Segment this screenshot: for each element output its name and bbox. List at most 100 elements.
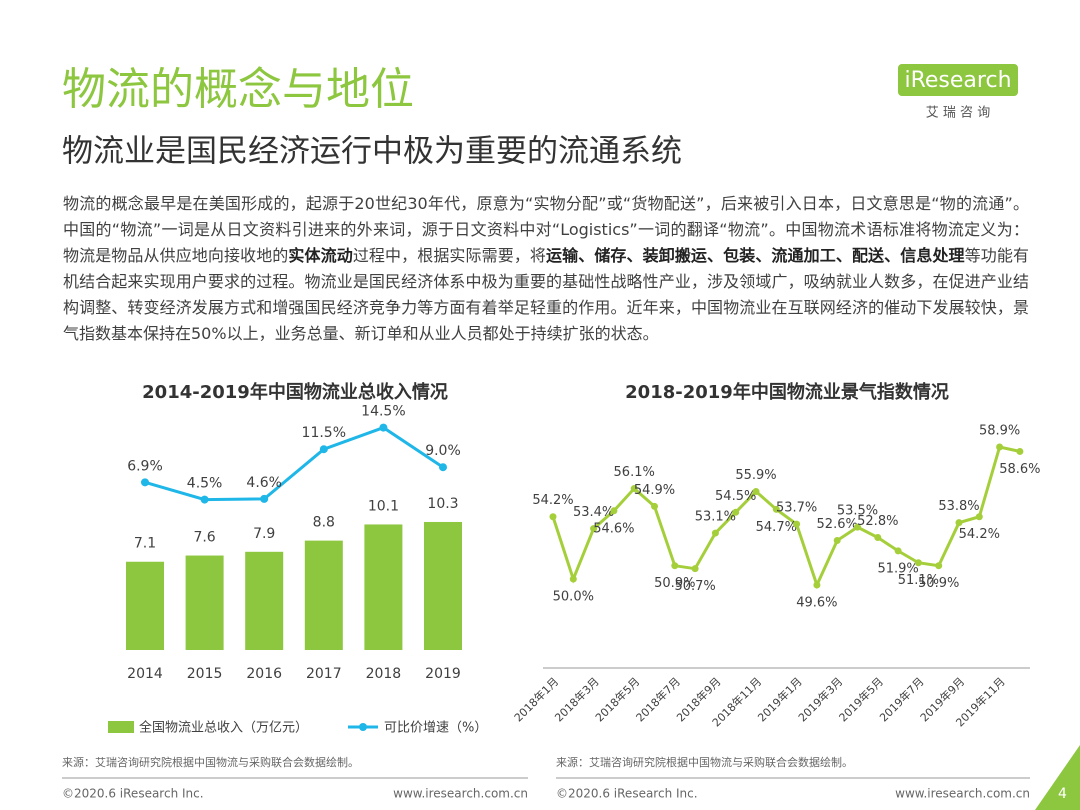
line-point — [955, 519, 963, 527]
text-run: 等功能有机结合起来实现用户要求的过程。物流业是国民经济体系中极为重要的基础性战略… — [63, 246, 1029, 343]
data-label: 50.9% — [918, 576, 959, 591]
line-point — [793, 520, 801, 528]
slide-title: 物流的概念与地位 — [62, 64, 414, 115]
body-text: 物流的概念最早是在美国形成的，起源于20世纪30年代，原意为“实物分配”或“货物… — [63, 191, 1029, 347]
line-point — [141, 478, 149, 487]
data-label: 54.9% — [634, 483, 675, 498]
x-tick-label: 2017 — [306, 666, 342, 682]
x-tick-label: 2015 — [187, 666, 223, 682]
text-run: 实体流动 — [288, 246, 353, 265]
line-point — [1016, 447, 1024, 455]
data-label: 7.6 — [193, 530, 215, 546]
data-label: 4.5% — [187, 476, 223, 492]
chart-title: 2018-2019年中国物流业景气指数情况 — [625, 381, 949, 403]
line-point — [711, 529, 719, 537]
logo-tagline: 艾 瑞 咨 询 — [926, 106, 990, 121]
data-label: 49.6% — [796, 596, 837, 611]
data-label: 11.5% — [302, 425, 346, 441]
data-label: 51.9% — [877, 561, 918, 576]
data-label: 53.7% — [776, 501, 817, 516]
logo-name: iResearch — [904, 68, 1011, 93]
bar — [364, 524, 403, 650]
data-label: 50.9% — [654, 576, 695, 591]
page-number: 4 — [1058, 786, 1067, 802]
bar — [185, 555, 224, 650]
line-point — [833, 536, 841, 544]
line-point — [914, 559, 922, 567]
data-label: 54.7% — [756, 520, 797, 535]
legend-label: 可比价增速（%） — [384, 721, 487, 736]
line-point — [772, 505, 780, 513]
line-point — [651, 502, 658, 510]
data-label: 10.1 — [368, 498, 399, 514]
legend-swatch — [108, 721, 134, 733]
data-label: 54.2% — [532, 493, 573, 508]
data-label: 56.1% — [614, 465, 655, 480]
data-label: 54.6% — [593, 521, 634, 536]
bar — [424, 521, 462, 650]
line-point — [975, 513, 983, 521]
slide-subtitle: 物流业是国民经济运行中极为重要的流通系统 — [62, 134, 682, 170]
text-run: 物流的概念最早是在美国形成的，起源于20世纪30年代，原意为“实物分配”或“货物… — [63, 194, 1029, 265]
line-point — [319, 445, 328, 454]
copyright: ©2020.6 iResearch Inc. — [62, 787, 204, 801]
x-tick-label: 2018 — [366, 666, 402, 682]
line-point — [630, 485, 638, 493]
data-label: 7.1 — [134, 536, 156, 552]
data-label: 58.6% — [999, 462, 1040, 477]
data-label: 4.6% — [246, 475, 282, 491]
data-label: 55.9% — [735, 468, 776, 483]
line-point — [813, 581, 821, 589]
bar — [126, 561, 164, 650]
legend-label: 全国物流业总收入（万亿元） — [139, 720, 308, 736]
x-tick-label: 2019 — [425, 666, 461, 682]
data-label: 6.9% — [127, 458, 163, 474]
data-label: 54.5% — [715, 489, 756, 504]
line-point — [200, 495, 209, 504]
line-point — [379, 423, 388, 432]
url: www.iresearch.com.cn — [895, 787, 1030, 801]
logo-box — [898, 64, 1018, 96]
legend-point — [359, 723, 367, 731]
line-point — [549, 513, 557, 521]
line-point — [590, 525, 598, 533]
line-point — [996, 443, 1004, 451]
source: 来源：艾瑞咨询研究院根据中国物流与采购联合会数据绘制。 — [62, 755, 359, 769]
data-label: 53.8% — [938, 499, 979, 514]
line-point — [439, 463, 447, 472]
data-label: 54.2% — [959, 527, 1000, 542]
data-label: 52.8% — [857, 514, 898, 529]
line-point — [935, 562, 943, 570]
line-point — [691, 565, 699, 573]
data-label: 7.9 — [253, 526, 275, 542]
line — [144, 425, 444, 502]
data-label: 50.7% — [674, 579, 715, 594]
bar — [304, 540, 343, 650]
corner-decoration — [1035, 745, 1080, 810]
text-run: 运输、储存、装卸搬运、包装、流通加工、配送、信息处理 — [546, 246, 965, 265]
data-label: 50.0% — [553, 590, 594, 605]
data-label: 53.4% — [573, 505, 614, 520]
data-label: 9.0% — [425, 443, 461, 459]
bar — [245, 551, 284, 650]
data-label: 52.6% — [817, 517, 858, 532]
line-point — [671, 562, 679, 570]
line-point — [854, 523, 861, 531]
data-label: 14.5% — [361, 404, 405, 420]
source: 来源：艾瑞咨询研究院根据中国物流与采购联合会数据绘制。 — [556, 755, 853, 769]
data-label: 10.3 — [427, 496, 458, 512]
line-point — [260, 494, 269, 503]
line-point — [569, 575, 577, 583]
line-point — [874, 534, 882, 542]
line-point — [894, 547, 902, 555]
chart-title: 2014-2019年中国物流业总收入情况 — [142, 381, 448, 403]
line-point — [732, 508, 740, 516]
data-label: 53.1% — [695, 510, 736, 525]
data-label: 51.1% — [898, 573, 939, 588]
x-tick-label: 2014 — [127, 666, 163, 682]
line-point — [610, 507, 618, 515]
data-label: 58.9% — [979, 424, 1020, 439]
data-label: 53.5% — [837, 504, 878, 519]
